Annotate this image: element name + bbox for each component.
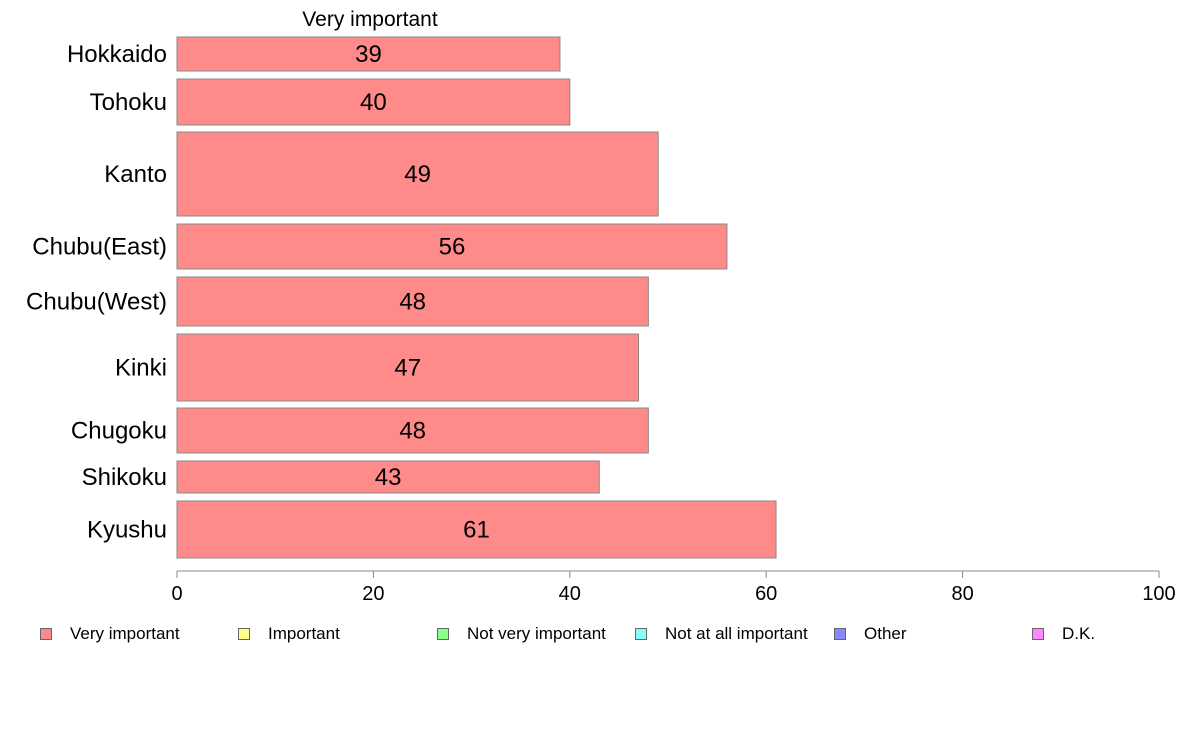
data-label: 40 xyxy=(360,89,387,116)
category-label: Kyushu xyxy=(87,517,167,544)
bar xyxy=(176,407,649,454)
chart-title: Very important xyxy=(302,8,438,31)
x-tick-label: 80 xyxy=(951,583,973,605)
bar xyxy=(176,223,728,270)
legend-item-other: Other xyxy=(834,624,907,644)
bar xyxy=(176,78,571,126)
x-tick-label: 20 xyxy=(362,583,384,605)
x-tick-label: 0 xyxy=(171,583,182,605)
legend: Very important Important Not very import… xyxy=(0,624,1188,646)
data-label: 56 xyxy=(439,234,466,261)
data-label: 48 xyxy=(399,418,426,445)
legend-item-not-very-important: Not very important xyxy=(437,624,606,644)
category-label: Kinki xyxy=(115,355,167,382)
legend-item-dk: D.K. xyxy=(1032,624,1095,644)
legend-label: Other xyxy=(864,624,907,643)
bar xyxy=(176,333,640,402)
bar xyxy=(176,131,659,217)
legend-label: Not at all important xyxy=(665,624,808,643)
legend-label: D.K. xyxy=(1062,624,1096,643)
legend-label: Not very important xyxy=(467,624,606,643)
legend-item-important: Important xyxy=(238,624,340,644)
legend-swatch xyxy=(834,628,846,640)
legend-item-very-important: Very important xyxy=(40,624,180,644)
x-tick-label: 40 xyxy=(559,583,581,605)
bar xyxy=(176,460,600,494)
legend-label: Important xyxy=(268,624,340,643)
legend-swatch xyxy=(40,628,52,640)
data-label: 43 xyxy=(375,464,402,491)
data-label: 61 xyxy=(463,517,490,544)
data-label: 48 xyxy=(399,289,426,316)
category-label: Kanto xyxy=(104,161,167,188)
legend-swatch xyxy=(437,628,449,640)
bar-chart: Very important Hokkaido 39 Tohoku 40 Kanto 49… xyxy=(26,8,1176,605)
bar xyxy=(176,36,561,72)
category-label: Hokkaido xyxy=(67,41,167,68)
x-tick-label: 60 xyxy=(755,583,777,605)
legend-swatch xyxy=(238,628,250,640)
x-tick-label: 100 xyxy=(1142,583,1175,605)
legend-item-not-at-all-important: Not at all important xyxy=(635,624,808,644)
data-label: 49 xyxy=(404,161,431,188)
category-label: Shikoku xyxy=(82,464,167,491)
bar xyxy=(176,276,649,327)
category-label: Chugoku xyxy=(71,418,167,445)
legend-swatch xyxy=(1032,628,1044,640)
legend-label: Very important xyxy=(70,624,180,643)
category-label: Chubu(East) xyxy=(32,234,167,261)
legend-swatch xyxy=(635,628,647,640)
category-label: Tohoku xyxy=(90,89,167,116)
category-label: Chubu(West) xyxy=(26,289,167,316)
bar xyxy=(176,500,777,559)
data-label: 39 xyxy=(355,41,382,68)
data-label: 47 xyxy=(394,355,421,382)
